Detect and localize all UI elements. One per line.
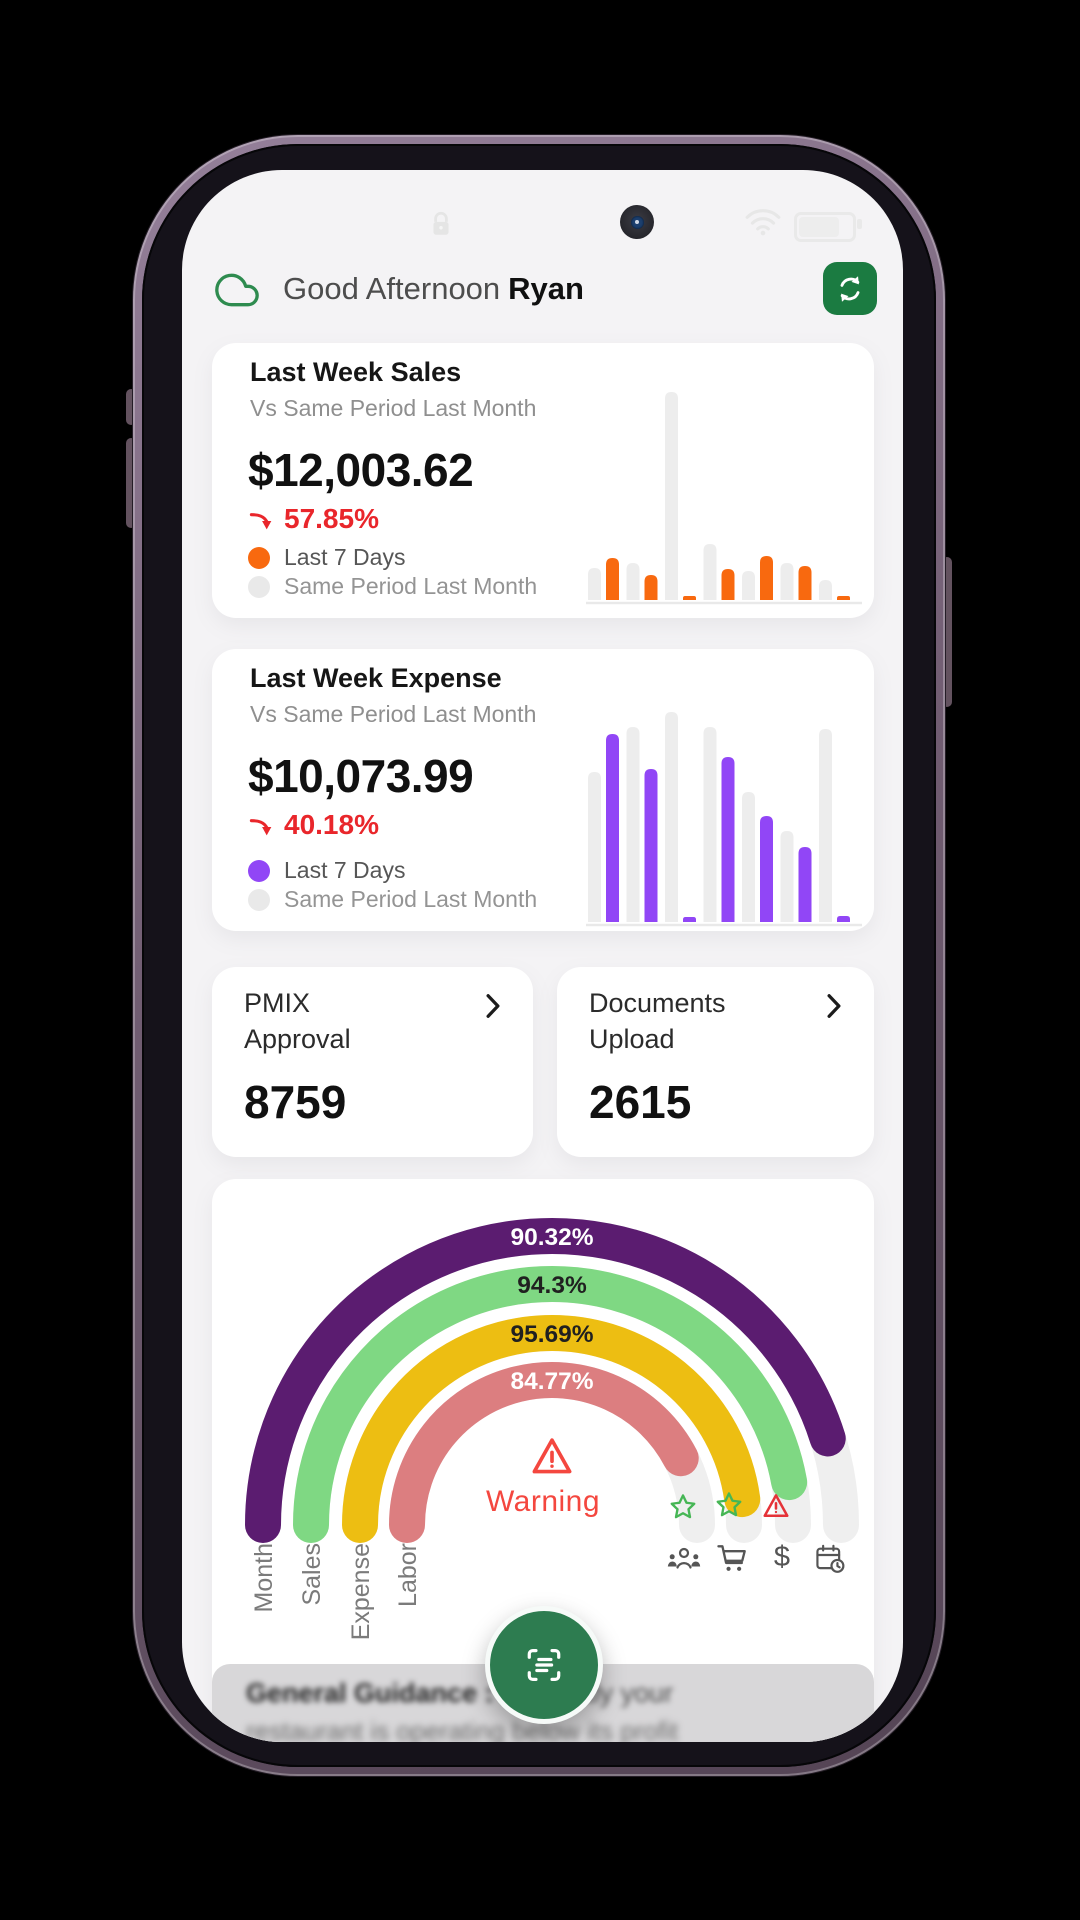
cloud-weather-icon bbox=[212, 268, 262, 308]
expense-card-subtitle: Vs Same Period Last Month bbox=[250, 701, 537, 727]
pmix-approval-card[interactable]: PMIX Approval 8759 bbox=[212, 967, 533, 1157]
sales-status-warning-icon bbox=[761, 1491, 791, 1521]
greeting-text: Good Afternoon Ryan bbox=[283, 271, 584, 307]
decline-arrow-icon bbox=[249, 512, 272, 529]
chevron-right-icon[interactable] bbox=[485, 993, 501, 1019]
labor-status-good-star-icon bbox=[668, 1492, 698, 1522]
expense-status-good-star-icon bbox=[714, 1490, 744, 1520]
expense-legend-primary: Last 7 Days bbox=[248, 857, 405, 884]
svg-text:90.32%: 90.32% bbox=[510, 1224, 593, 1251]
sales-amount: $12,003.62 bbox=[248, 444, 474, 496]
warning-triangle-icon bbox=[529, 1434, 575, 1480]
sales-card-title: Last Week Sales bbox=[250, 357, 462, 387]
dollar-icon: $ bbox=[773, 1540, 791, 1573]
svg-text:Month: Month bbox=[250, 1543, 278, 1612]
svg-text:Expense: Expense bbox=[347, 1543, 375, 1640]
team-icon bbox=[667, 1543, 701, 1573]
expense-amount: $10,073.99 bbox=[248, 750, 474, 802]
refresh-button[interactable] bbox=[823, 262, 877, 315]
documents-upload-title: Documents Upload bbox=[589, 988, 726, 1054]
document-scan-icon bbox=[527, 1649, 561, 1681]
sales-legend-secondary: Same Period Last Month bbox=[248, 573, 537, 600]
volume-up-button[interactable] bbox=[126, 389, 136, 425]
guidance-text: restaurant is operating below its profit bbox=[246, 1716, 679, 1742]
pmix-approval-title: PMIX Approval bbox=[244, 988, 351, 1054]
svg-text:94.3%: 94.3% bbox=[517, 1272, 587, 1299]
sales-bar-chart bbox=[586, 392, 862, 605]
svg-text:Labor: Labor bbox=[394, 1543, 422, 1607]
sales-card-subtitle: Vs Same Period Last Month bbox=[250, 395, 537, 421]
header: Good Afternoon Ryan bbox=[182, 258, 903, 328]
legend-dot-gray bbox=[248, 575, 270, 598]
lock-icon bbox=[430, 210, 452, 238]
svg-text:95.69%: 95.69% bbox=[510, 1321, 593, 1348]
phone-screen: Good Afternoon Ryan Last Week Sales Vs Sa… bbox=[182, 170, 903, 1742]
sales-delta: 57.85% bbox=[248, 503, 379, 535]
pmix-approval-count: 8759 bbox=[244, 1076, 347, 1128]
expense-card-title: Last Week Expense bbox=[250, 663, 502, 693]
battery-icon bbox=[794, 212, 862, 242]
sync-icon bbox=[840, 275, 860, 302]
calendar-clock-icon bbox=[814, 1543, 846, 1575]
expense-legend-secondary: Same Period Last Month bbox=[248, 886, 537, 913]
legend-dot-orange bbox=[248, 546, 270, 569]
gauge-status-label: Warning bbox=[485, 1485, 601, 1518]
expense-card: Last Week Expense Vs Same Period Last Mo… bbox=[212, 649, 874, 931]
decline-arrow-icon bbox=[249, 818, 272, 835]
scan-fab-button[interactable] bbox=[485, 1606, 603, 1724]
documents-upload-count: 2615 bbox=[589, 1076, 692, 1128]
chevron-right-icon[interactable] bbox=[826, 993, 842, 1019]
wifi-icon bbox=[744, 206, 782, 236]
documents-upload-card[interactable]: Documents Upload 2615 bbox=[557, 967, 874, 1157]
legend-dot-purple bbox=[248, 859, 270, 882]
legend-dot-gray bbox=[248, 888, 270, 911]
expense-delta-value: 40.18% bbox=[284, 809, 379, 840]
expense-delta: 40.18% bbox=[248, 809, 379, 841]
sales-delta-value: 57.85% bbox=[284, 503, 379, 534]
svg-text:84.77%: 84.77% bbox=[510, 1368, 593, 1395]
guidance-heading: General Guidance :Currently your bbox=[246, 1678, 674, 1708]
expense-bar-chart bbox=[586, 712, 862, 927]
user-name: Ryan bbox=[508, 271, 584, 306]
volume-down-button[interactable] bbox=[126, 438, 136, 528]
cart-icon bbox=[716, 1542, 748, 1574]
gauge-rings-chart: 90.32% Month 94.3% Sales 95.69% Expense 84.77%… bbox=[245, 1218, 859, 1640]
sales-card: Last Week Sales Vs Same Period Last Mont… bbox=[212, 343, 874, 618]
greeting-label: Good Afternoon bbox=[283, 271, 501, 306]
sales-legend-primary: Last 7 Days bbox=[248, 544, 405, 571]
svg-text:Sales: Sales bbox=[298, 1543, 326, 1606]
power-button[interactable] bbox=[942, 557, 952, 707]
camera-hole bbox=[620, 205, 654, 239]
